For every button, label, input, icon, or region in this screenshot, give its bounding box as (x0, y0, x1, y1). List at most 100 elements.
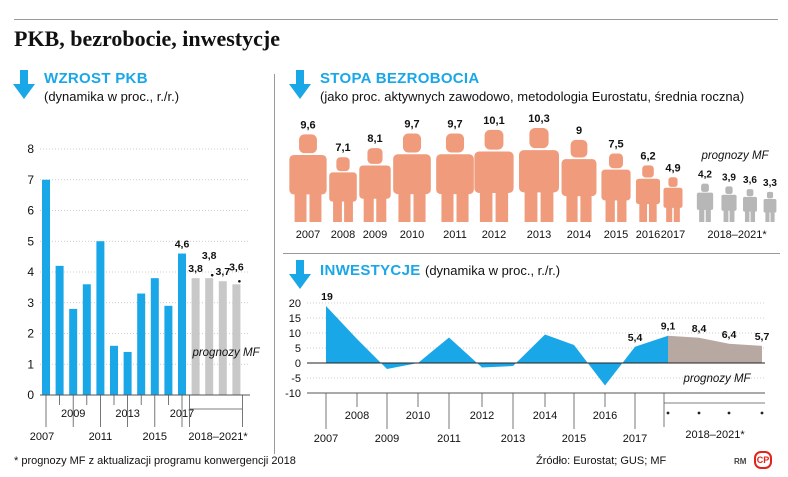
footnote: * prognozy MF z aktualizacji programu ko… (14, 455, 296, 467)
unemployment-data-label: 9,7 (447, 118, 462, 130)
person-leg (524, 190, 538, 222)
person-head (336, 157, 350, 172)
x-tick-label: 2017 (170, 408, 194, 420)
person-leg (750, 209, 756, 222)
y-tick-label: 8 (27, 142, 34, 156)
investment-forecast-label: prognozy MF (682, 373, 751, 385)
x-tick-label: 2011 (443, 229, 467, 241)
rm-logo: RM (734, 457, 747, 466)
gdp-bar-2016 (164, 305, 173, 395)
investment-subtitle: (dynamika w proc., r./r.) (424, 263, 561, 278)
x-tick-label: 2010 (406, 410, 430, 422)
person-leg (648, 202, 657, 222)
person-torso (474, 151, 514, 193)
gdp-data-label: 3,7 (215, 266, 230, 278)
unemployment-title: STOPA BEZROBOCIA (320, 70, 480, 87)
gdp-forecast-label: prognozy MF (191, 347, 260, 359)
person-torso (289, 154, 327, 195)
person-leg (744, 209, 750, 222)
gdp-bar-2018 (191, 278, 200, 395)
gdp-bar-2013 (123, 351, 132, 395)
person-leg (723, 208, 729, 222)
gdp-title: WZROST PKB (44, 70, 148, 87)
person-icon-2015 (601, 153, 631, 222)
gdp-bar-2008 (55, 265, 64, 395)
person-leg (398, 192, 411, 222)
person-torso (561, 159, 597, 197)
person-icon-2013 (519, 128, 559, 222)
person-head (299, 134, 317, 154)
person-head (445, 133, 465, 153)
y-tick-label: 7 (27, 173, 34, 187)
person-leg (639, 202, 648, 222)
x-tick-label: 2013 (501, 433, 525, 445)
x-tick-label: 2012 (470, 410, 494, 422)
x-tick-label: 2009 (375, 433, 399, 445)
unemployment-data-label: 4,9 (665, 162, 680, 174)
y-tick-label: 10 (289, 328, 301, 340)
arrow-down-icon (288, 70, 312, 100)
x-tick-label: 2014 (533, 410, 557, 422)
person-leg (765, 210, 770, 222)
person-head (725, 186, 733, 195)
gdp-bar-2021 (232, 284, 241, 395)
person-torso (436, 154, 474, 195)
x-tick-label: 2008 (331, 229, 355, 241)
person-head (529, 128, 549, 149)
y-tick-label: 3 (27, 296, 34, 310)
gdp-data-label: 3,8 (202, 250, 217, 262)
gdp-bar-2010 (82, 284, 91, 395)
source-note: Źródło: Eurostat; GUS; MF (536, 455, 667, 467)
x-tick-label: 2012 (482, 229, 506, 241)
person-head (746, 189, 754, 197)
arrow-down-icon (288, 260, 312, 290)
person-leg (363, 196, 374, 222)
person-head (402, 133, 422, 153)
x-tick-label: 2016 (636, 229, 660, 241)
gdp-bar-2017 (178, 253, 186, 395)
y-tick-label: 6 (27, 204, 34, 218)
y-tick-label: 0 (27, 388, 34, 402)
person-torso (696, 192, 714, 210)
x-tick-label: 2010 (400, 229, 424, 241)
page-title: PKB, bezrobocie, inwestycje (14, 26, 280, 51)
person-leg (580, 194, 592, 222)
person-icon-2010 (393, 133, 431, 222)
x-tick-label: 2007 (314, 433, 338, 445)
person-icon-2011 (436, 133, 474, 222)
person-leg (479, 190, 493, 222)
gdp-data-label: 3,8 (188, 263, 203, 275)
investment-title: INWESTYCJE (320, 262, 421, 279)
investment-data-label: 6,4 (722, 329, 737, 341)
person-head (570, 139, 588, 158)
x-tick-label: 2008 (345, 410, 369, 422)
unemployment-data-label: 10,3 (528, 113, 549, 125)
x-tick-label: 2015 (562, 433, 586, 445)
person-torso (635, 178, 661, 205)
person-leg (344, 199, 353, 222)
unemployment-data-label: 3,3 (763, 178, 777, 189)
person-icon-2016 (635, 165, 661, 222)
unemployment-data-label: 9 (576, 125, 582, 137)
forecast-tick-dot (727, 411, 731, 415)
unemployment-data-label: 8,1 (367, 133, 382, 145)
forecast-range-label: 2018–2021* (707, 229, 767, 241)
person-leg (540, 190, 554, 222)
person-icon-2014 (561, 139, 597, 222)
person-leg (441, 192, 454, 222)
person-torso (329, 172, 357, 202)
x-tick-label: 2015 (604, 229, 628, 241)
unemployment-data-label: 9,6 (300, 119, 315, 131)
gdp-bar-2015 (150, 278, 159, 395)
person-leg (456, 192, 469, 222)
person-leg (495, 190, 509, 222)
x-tick-label: 2011 (437, 433, 461, 445)
person-leg (333, 199, 342, 222)
horizontal-divider (283, 253, 780, 254)
person-torso (743, 196, 757, 212)
y-tick-label: 1 (27, 357, 34, 371)
y-tick-label: 2 (27, 327, 34, 341)
x-tick-label: 2013 (527, 229, 551, 241)
person-icon-2021 (763, 191, 777, 222)
